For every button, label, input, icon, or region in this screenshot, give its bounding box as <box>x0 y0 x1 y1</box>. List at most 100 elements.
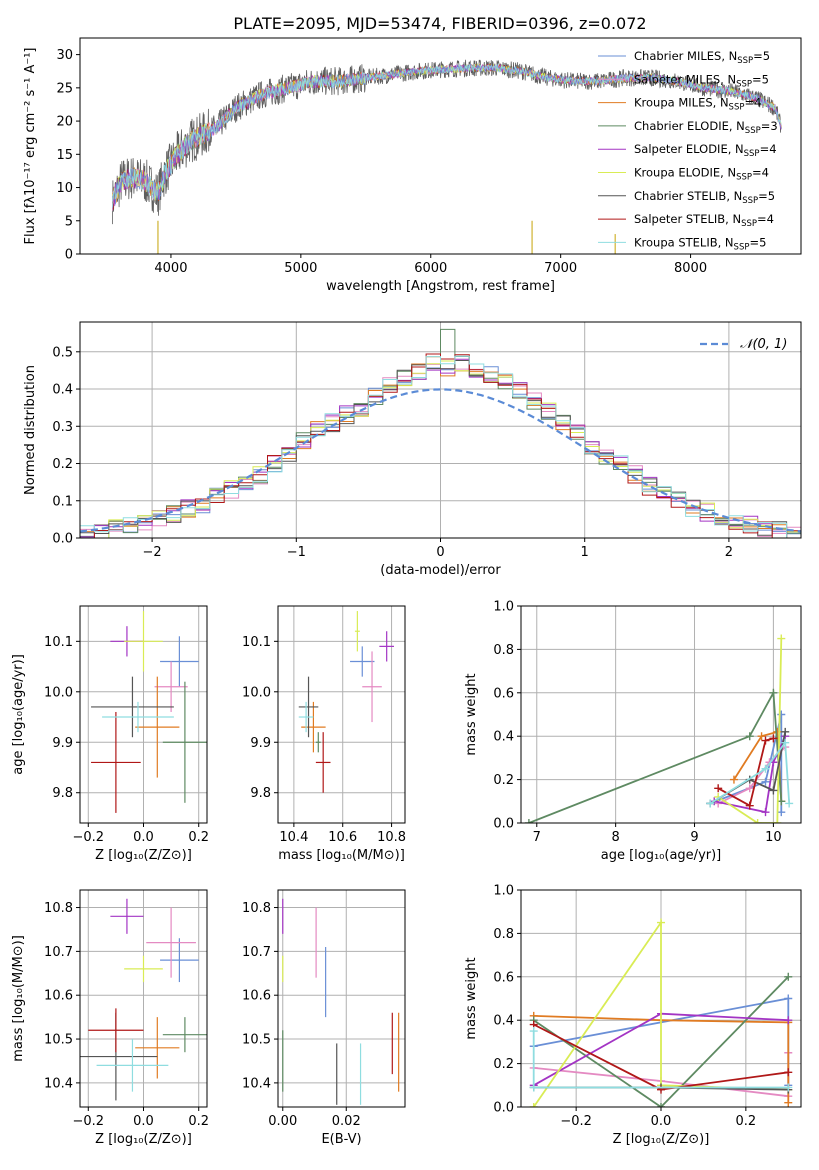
y-tick-label: 10.8 <box>242 901 271 916</box>
x-tick-label: 0 <box>436 545 444 560</box>
axes-frame <box>520 605 802 824</box>
legend-entry: Chabrier STELIB, NSSP=5 <box>634 189 775 206</box>
x-tick-label: 0.2 <box>188 1114 209 1129</box>
plot-area-age-vs-Z <box>91 611 207 813</box>
axes-frame <box>79 37 802 255</box>
legend-subscript: SSP <box>745 126 761 136</box>
legend-n: =4 <box>757 212 774 226</box>
legend-subscript: SSP <box>744 149 760 159</box>
x-axis-label: wavelength [Angstrom, rest frame] <box>326 279 555 294</box>
legend-entry: Kroupa STELIB, NSSP=5 <box>634 235 766 252</box>
weight-marker <box>777 710 786 719</box>
legend-label: Kroupa MILES, N <box>634 96 729 110</box>
y-tick-label: 10.6 <box>44 989 73 1004</box>
y-tick-label: 9.8 <box>250 786 271 801</box>
weight-marker <box>761 764 770 773</box>
weight-marker <box>745 784 754 793</box>
legend-subscript: SSP <box>741 219 757 229</box>
weight-line <box>709 740 791 805</box>
weight-line <box>533 1015 790 1103</box>
y-tick-label: 0.4 <box>493 1014 514 1029</box>
x-tick-label: 0.0 <box>651 1114 672 1129</box>
y-tick-label: 0 <box>65 248 73 263</box>
histogram-series <box>80 355 801 538</box>
plot-area-spectrum <box>112 59 782 254</box>
y-tick-label: 10.0 <box>242 685 271 700</box>
weight-marker <box>524 819 533 823</box>
weight-marker <box>761 808 770 817</box>
y-tick-label: 10.0 <box>44 685 73 700</box>
legend-entry: Kroupa MILES, NSSP=4 <box>634 96 761 113</box>
legend-label: Kroupa STELIB, N <box>634 235 734 249</box>
y-tick-label: 10.5 <box>242 1033 271 1048</box>
weight-marker <box>657 918 665 927</box>
x-tick-label: 5000 <box>284 261 317 276</box>
weight-marker <box>784 1068 793 1077</box>
weight-line <box>533 976 789 1107</box>
legend-subscript: SSP <box>729 103 745 113</box>
y-tick-label: 10.5 <box>44 1033 73 1048</box>
x-tick-label: 2 <box>725 545 733 560</box>
weight-marker <box>745 732 754 741</box>
errorbars <box>91 611 207 813</box>
axes-frame <box>277 605 406 824</box>
legend-label: Salpeter STELIB, N <box>634 212 741 226</box>
legend-entry: Chabrier MILES, NSSP=5 <box>634 49 770 66</box>
weight-marker <box>529 1027 538 1036</box>
legend-subscript: SSP <box>734 242 750 252</box>
x-tick-label: 0.00 <box>268 1114 297 1129</box>
x-tick-label: −2 <box>143 545 162 560</box>
y-tick-label: 10.4 <box>242 1076 271 1091</box>
y-axis-label: Flux [fλ10⁻¹⁷ erg cm⁻² s⁻¹ A⁻¹] <box>23 48 38 245</box>
plot-area-residuals <box>80 328 801 538</box>
weight-marker <box>784 1098 793 1107</box>
weight-marker <box>753 819 762 823</box>
x-tick-label: 0.2 <box>188 830 209 845</box>
legend-n: =3 <box>761 119 778 133</box>
x-axis-label: Z [log₁₀(Z/Z⊙)] <box>95 848 192 863</box>
y-tick-label: 0.1 <box>52 494 73 509</box>
weight-marker <box>784 1016 793 1025</box>
weight-line <box>528 689 783 823</box>
spectrum-traces <box>112 59 782 254</box>
y-tick-label: 0.8 <box>493 643 514 658</box>
y-tick-label: 10.1 <box>242 635 271 650</box>
axes-weight-vs-Z: −0.2 0.0 0.2 0.0 0.2 0.4 0.6 0.8 1.0 Z [log₁₀(Z/Z… <box>464 884 802 1147</box>
weight-marker <box>529 1083 538 1092</box>
weight-line <box>709 714 783 813</box>
x-tick-label: 8000 <box>674 261 707 276</box>
x-tick-label: 10.4 <box>279 830 308 845</box>
y-tick-label: 9.9 <box>52 736 73 751</box>
x-axis-label: (data-model)/error <box>380 563 501 578</box>
legend-label: Chabrier MILES, N <box>634 49 737 63</box>
legend-n: =4 <box>760 142 777 156</box>
legend-subscript: SSP <box>742 196 758 206</box>
axes-mass-vs-ebv: 0.00 0.02 10.4 10.5 10.6 10.7 10.8 E(B-V) <box>242 889 406 1147</box>
weight-marker <box>769 734 778 743</box>
errorbars <box>298 611 395 793</box>
y-axis-label: mass [log₁₀(M/M⊙)] <box>11 935 26 1062</box>
y-tick-label: 0.8 <box>493 927 514 942</box>
weight-marker <box>784 972 793 981</box>
axes-weight-vs-age: 7 8 9 10 0.0 0.2 0.4 0.6 0.8 1.0 age [log₁₀(age/yr… <box>464 600 802 863</box>
weight-marker <box>757 732 766 741</box>
y-tick-label: 10.1 <box>44 635 73 650</box>
x-tick-label: −0.2 <box>560 1114 592 1129</box>
x-tick-label: 6000 <box>414 261 447 276</box>
weight-marker <box>784 1083 793 1092</box>
spectrum-trace <box>112 64 782 208</box>
x-tick-label: 0.0 <box>133 1114 154 1129</box>
weight-marker <box>769 688 778 697</box>
x-tick-label: 1 <box>581 545 589 560</box>
spectrum-trace <box>112 59 782 225</box>
x-tick-label: −0.2 <box>72 1114 104 1129</box>
legend-entry: Chabrier ELODIE, NSSP=3 <box>634 119 778 136</box>
y-tick-label: 9.8 <box>52 786 73 801</box>
y-tick-label: 10.4 <box>44 1076 73 1091</box>
y-tick-label: 10.7 <box>44 945 73 960</box>
legend-n: =5 <box>753 49 770 63</box>
y-tick-label: 0.4 <box>52 383 73 398</box>
x-tick-label: 10 <box>765 830 782 845</box>
weight-marker <box>773 819 782 823</box>
y-tick-label: 0.0 <box>493 1101 514 1116</box>
